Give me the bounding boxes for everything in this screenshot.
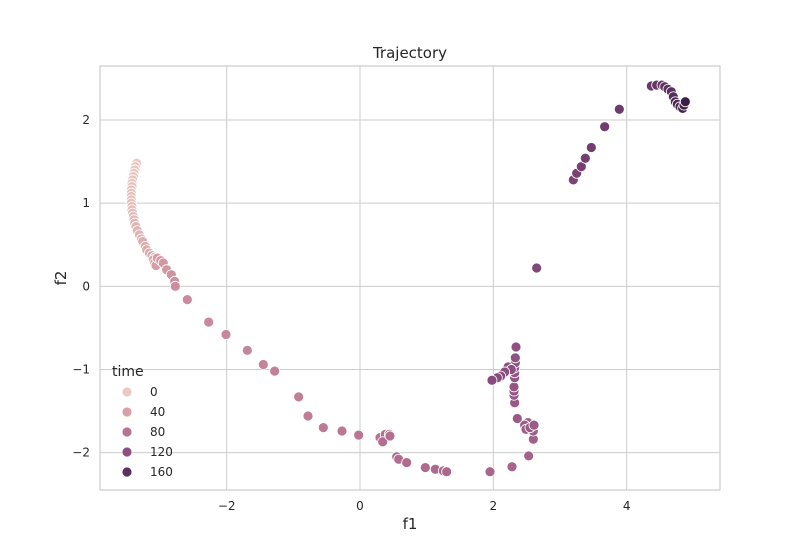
y-tick-label: 2: [82, 113, 90, 127]
legend-label: 40: [150, 405, 165, 419]
data-point: [508, 381, 520, 393]
legend-label: 160: [150, 465, 173, 479]
data-point: [203, 316, 215, 328]
data-point: [302, 410, 314, 422]
legend: time 0 40 80 120 160: [112, 364, 173, 479]
data-point: [441, 466, 453, 478]
data-point: [169, 280, 181, 292]
data-point: [679, 96, 691, 108]
legend-title: time: [112, 364, 144, 380]
data-point: [531, 262, 543, 274]
data-point: [579, 152, 591, 164]
y-tick-labels: −2 −1 0 1 2: [72, 113, 90, 460]
legend-marker: [121, 386, 133, 398]
data-point: [181, 294, 193, 306]
y-tick-label: 0: [82, 279, 90, 293]
x-tick-labels: −2 0 2 4: [218, 499, 631, 513]
data-point: [293, 391, 305, 403]
grid: [100, 66, 720, 490]
x-tick-label: 4: [623, 499, 631, 513]
data-point: [613, 103, 625, 115]
y-axis-label: f2: [52, 271, 70, 286]
data-point: [599, 121, 611, 133]
data-points: [125, 79, 691, 478]
data-point: [384, 430, 396, 442]
x-tick-label: 2: [490, 499, 498, 513]
legend-marker: [121, 446, 133, 458]
data-point: [377, 436, 389, 448]
data-point: [269, 365, 281, 377]
data-point: [523, 450, 535, 462]
legend-marker: [121, 426, 133, 438]
data-point: [353, 429, 365, 441]
data-point: [486, 374, 498, 386]
plot-frame: [99, 65, 721, 491]
data-point: [419, 462, 431, 473]
data-point: [241, 344, 253, 356]
legend-label: 80: [150, 425, 165, 439]
data-point: [257, 359, 269, 370]
data-point: [585, 142, 597, 153]
y-tick-label: 1: [82, 196, 90, 210]
chart-title: Trajectory: [372, 44, 447, 62]
x-tick-label: 0: [356, 499, 364, 513]
data-point: [510, 341, 522, 353]
legend-entries: 0 40 80 120 160: [121, 385, 173, 479]
y-tick-label: −1: [72, 362, 90, 376]
x-axis-label: f1: [403, 515, 418, 533]
data-point: [484, 466, 496, 478]
data-point: [511, 413, 523, 424]
x-tick-label: −2: [218, 499, 236, 513]
legend-label: 120: [150, 445, 173, 459]
data-point: [317, 422, 329, 434]
legend-marker: [121, 466, 133, 478]
data-point: [528, 419, 540, 431]
data-point: [336, 425, 348, 437]
y-tick-label: −2: [72, 446, 90, 460]
data-point: [509, 352, 521, 364]
legend-label: 0: [150, 385, 158, 399]
data-point: [401, 457, 413, 468]
legend-marker: [121, 406, 133, 418]
data-point: [506, 461, 518, 473]
data-point: [220, 329, 232, 340]
